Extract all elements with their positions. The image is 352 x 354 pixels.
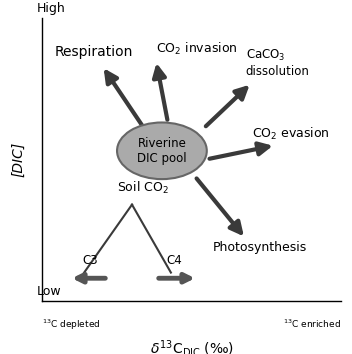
Text: Soil CO$_2$: Soil CO$_2$ [117,180,169,196]
Text: $^{13}$C enriched: $^{13}$C enriched [283,318,341,330]
Text: Photosynthesis: Photosynthesis [213,241,307,253]
Text: Riverine
DIC pool: Riverine DIC pool [137,137,187,165]
Text: C4: C4 [166,254,182,267]
Text: High: High [36,2,65,15]
Text: Respiration: Respiration [54,45,133,59]
Text: $\delta^{13}$C$_{\mathsf{DIC}}$ (‰): $\delta^{13}$C$_{\mathsf{DIC}}$ (‰) [150,338,234,354]
Text: $^{13}$C depleted: $^{13}$C depleted [42,318,101,332]
Text: C3: C3 [82,254,98,267]
Text: [DIC]: [DIC] [11,142,25,177]
Text: Low: Low [36,285,61,298]
Text: CO$_2$ invasion: CO$_2$ invasion [156,41,238,57]
Text: CO$_2$ evasion: CO$_2$ evasion [252,126,329,142]
Text: CaCO$_3$
dissolution: CaCO$_3$ dissolution [246,48,309,78]
Ellipse shape [117,122,207,179]
